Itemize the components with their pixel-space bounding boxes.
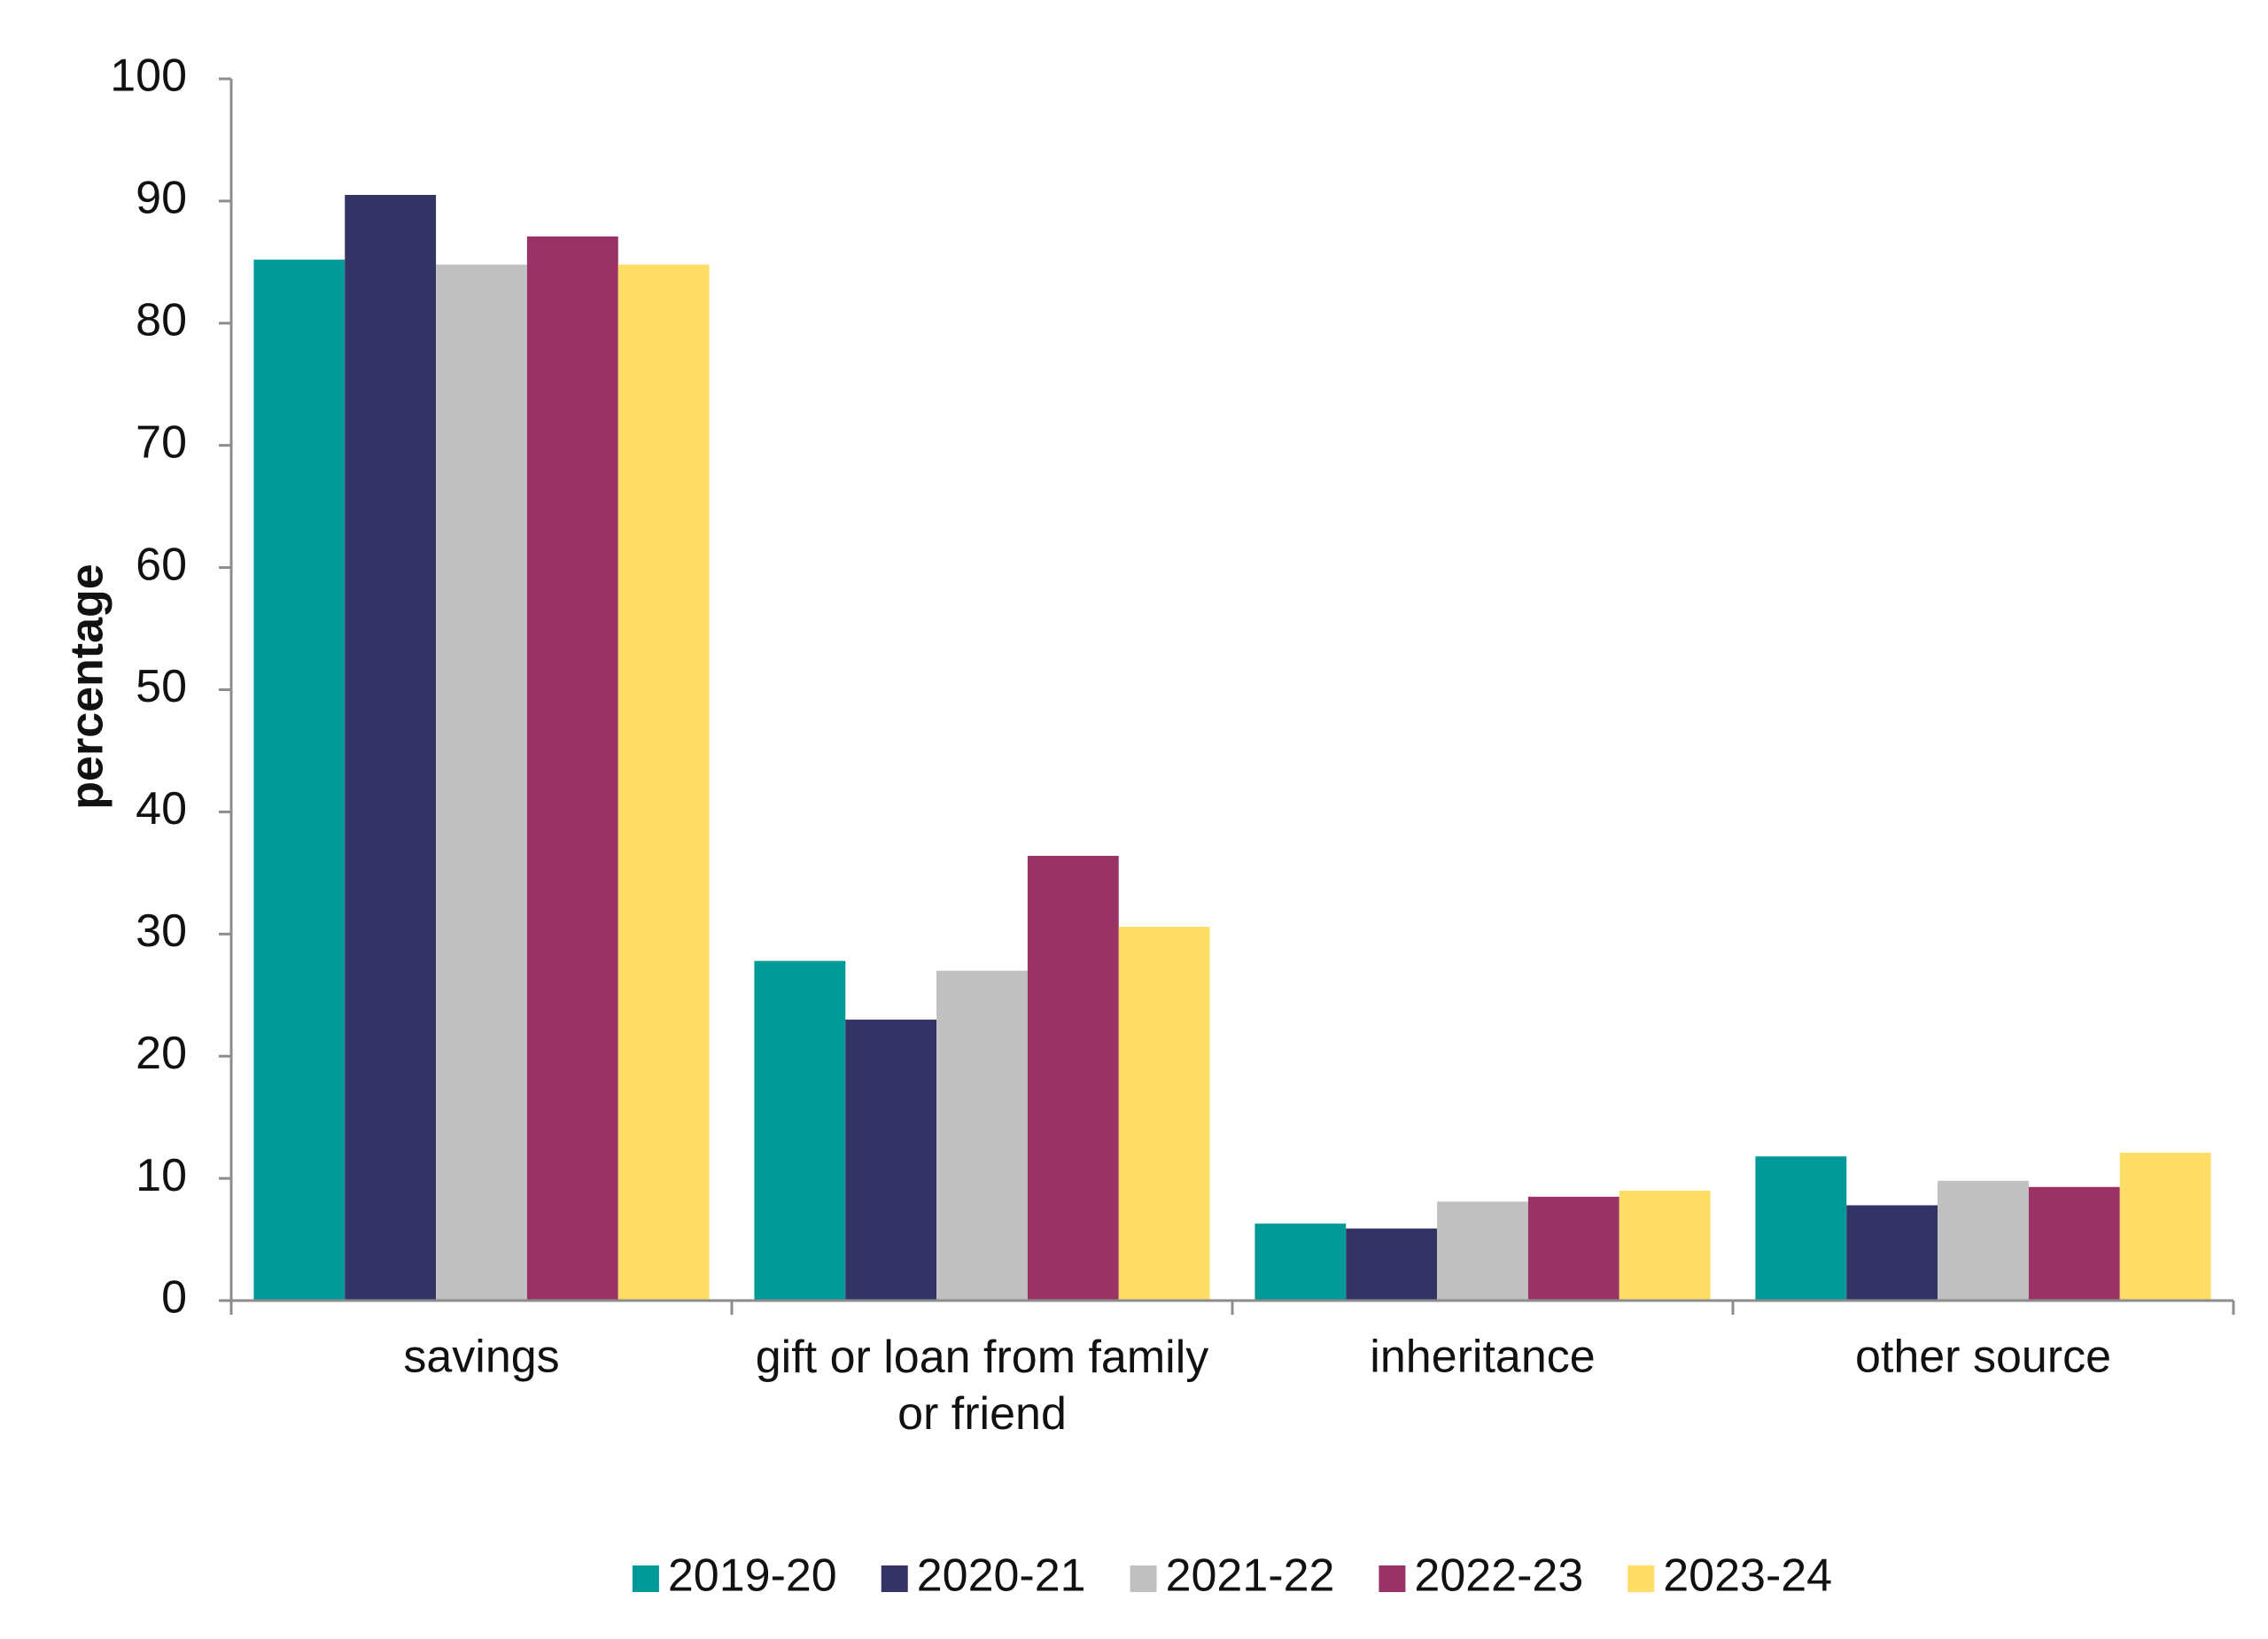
y-tick-label: 90 [136, 173, 187, 224]
y-tick-label: 60 [136, 539, 187, 590]
bar [2028, 1186, 2120, 1301]
legend-label: 2021-22 [1166, 1550, 1335, 1602]
bar [436, 264, 527, 1301]
y-tick-label: 20 [136, 1028, 187, 1079]
bar [2119, 1153, 2211, 1301]
legend-swatch [1130, 1565, 1157, 1592]
legend-swatch [1379, 1565, 1406, 1592]
y-tick-label: 50 [136, 661, 187, 712]
bar [1619, 1190, 1711, 1301]
y-tick-label: 0 [161, 1272, 187, 1324]
x-tick-label: savings [403, 1332, 559, 1383]
legend-swatch [1627, 1565, 1655, 1592]
bar [1938, 1180, 2029, 1301]
y-tick-label: 100 [110, 50, 187, 102]
bar [1118, 927, 1210, 1301]
bar [1527, 1196, 1619, 1301]
bar [1254, 1223, 1347, 1301]
bar [1437, 1201, 1528, 1301]
y-tick-label: 80 [136, 295, 187, 346]
bar [1346, 1228, 1438, 1301]
bar [1027, 856, 1119, 1301]
bar [1755, 1156, 1847, 1301]
legend-swatch [881, 1565, 908, 1592]
bar [617, 264, 710, 1301]
y-tick-label: 30 [136, 905, 187, 957]
bar [754, 960, 846, 1301]
x-tick-label: inheritance [1370, 1332, 1595, 1383]
bar [845, 1019, 937, 1301]
y-axis-label: percentage [62, 563, 113, 809]
bar [526, 236, 618, 1301]
y-tick-label: 70 [136, 416, 187, 468]
legend-label: 2019-20 [668, 1550, 837, 1602]
x-tick-label: other source [1855, 1332, 2111, 1383]
legend-swatch [632, 1565, 659, 1592]
legend-label: 2020-21 [917, 1550, 1086, 1602]
y-tick-label: 10 [136, 1150, 187, 1201]
legend-label: 2023-24 [1663, 1550, 1832, 1602]
bar [936, 970, 1028, 1301]
bar [345, 195, 437, 1301]
y-tick-label: 40 [136, 783, 187, 835]
legend-label: 2022-23 [1414, 1550, 1583, 1602]
x-tick-label: gift or loan from family or friend [756, 1332, 1209, 1440]
bar [1846, 1205, 1938, 1301]
bar [253, 260, 346, 1301]
